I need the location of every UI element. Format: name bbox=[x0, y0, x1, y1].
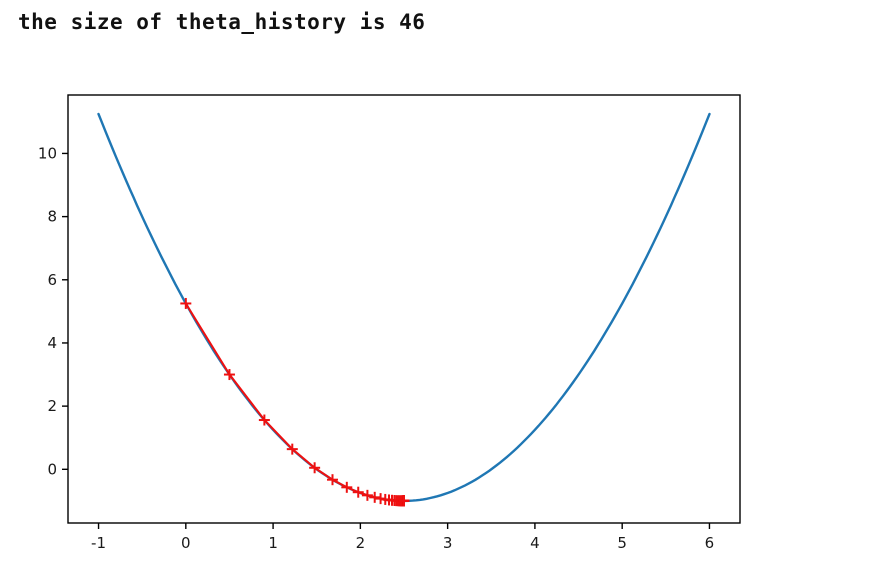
gradient-descent-path bbox=[184, 302, 404, 502]
x-tick-label: 0 bbox=[181, 534, 191, 552]
y-tick-label: 6 bbox=[47, 271, 57, 289]
y-tick-label: 2 bbox=[47, 397, 57, 415]
x-tick-label: 4 bbox=[530, 534, 540, 552]
stdout-text: the size of theta_history is 46 bbox=[18, 10, 426, 34]
x-tick-label: 3 bbox=[443, 534, 453, 552]
x-tick-label: -1 bbox=[91, 534, 106, 552]
y-tick-label: 0 bbox=[47, 460, 57, 478]
y-tick-label: 10 bbox=[38, 144, 57, 162]
x-tick-label: 6 bbox=[705, 534, 715, 552]
y-tick-label: 8 bbox=[47, 208, 57, 226]
axes-spines bbox=[67, 94, 741, 524]
loss-function-curve bbox=[97, 112, 711, 503]
x-tick-label: 5 bbox=[617, 534, 627, 552]
y-tick-label: 4 bbox=[47, 334, 57, 352]
x-tick-label: 2 bbox=[356, 534, 366, 552]
x-tick-label: 1 bbox=[268, 534, 278, 552]
